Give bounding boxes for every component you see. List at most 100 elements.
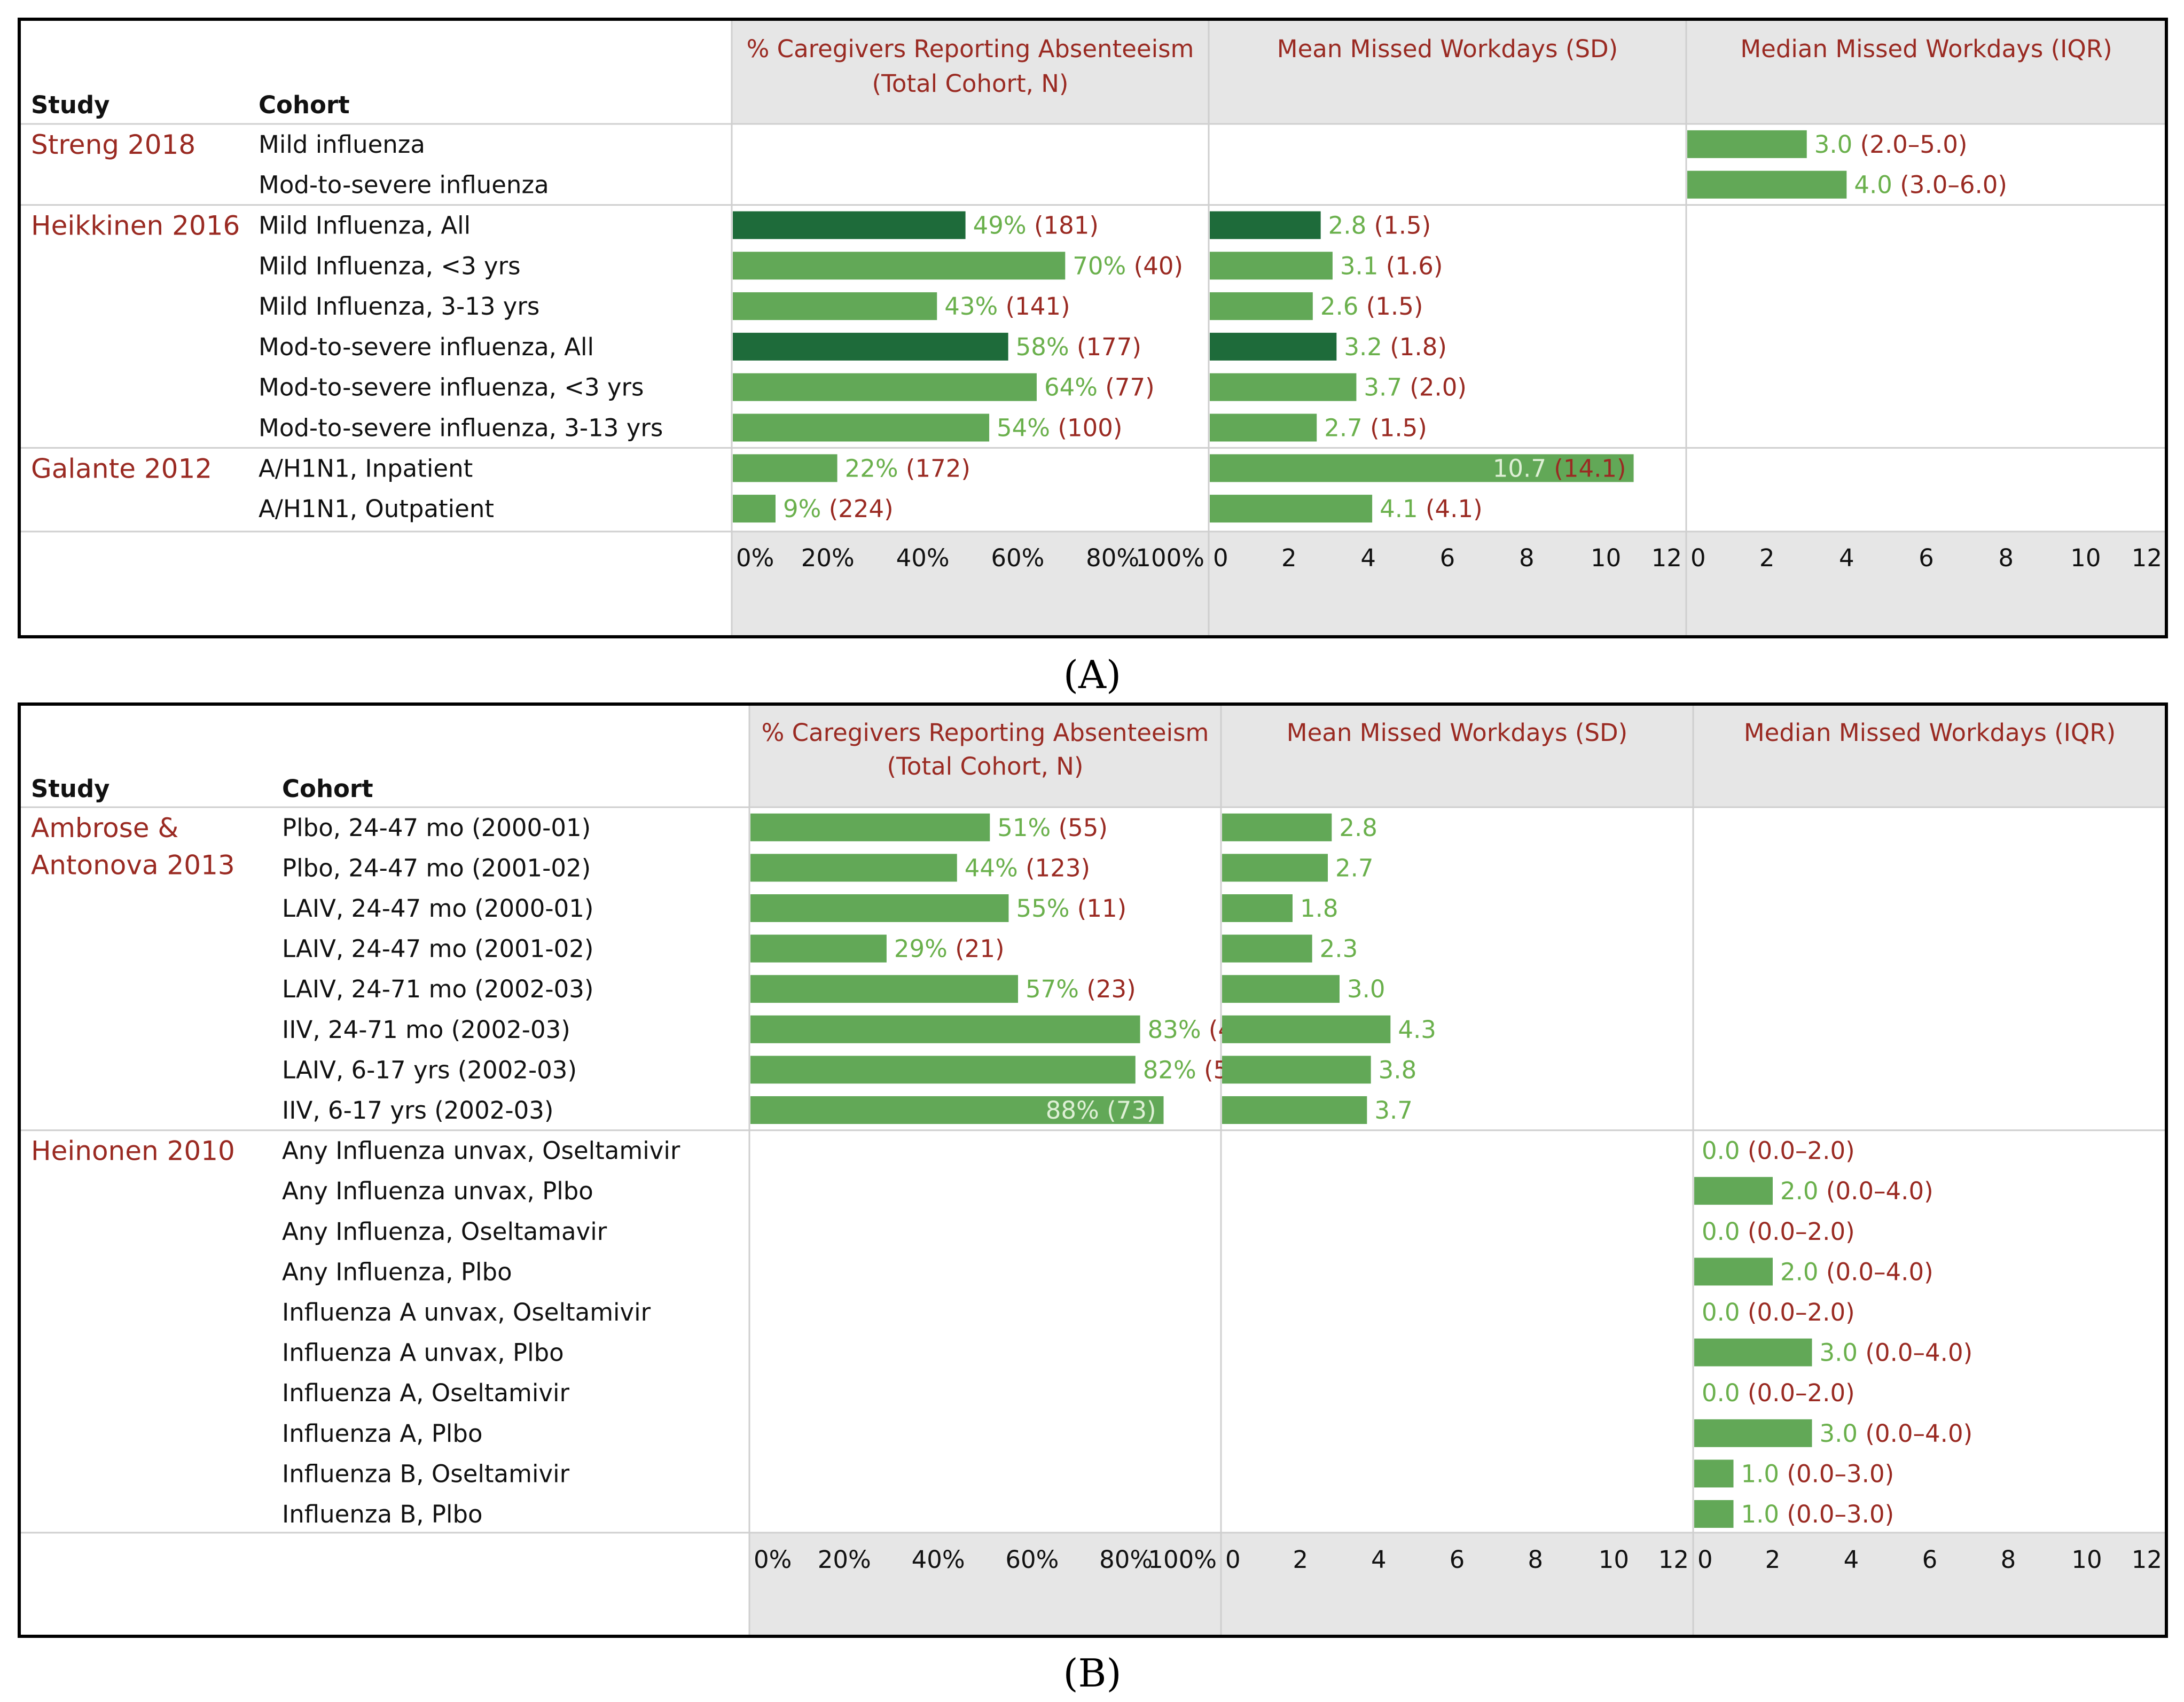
study-name: Streng 2018 bbox=[31, 129, 195, 160]
header-band bbox=[732, 19, 2166, 124]
data-label: 64% (77) bbox=[1044, 373, 1155, 402]
bar bbox=[750, 1096, 1164, 1124]
data-label: 3.0 (0.0–4.0) bbox=[1820, 1419, 1973, 1448]
data-label: 2.6 (1.5) bbox=[1320, 292, 1423, 321]
data-label: 2.8 bbox=[1339, 814, 1377, 842]
cohort-label: Mild Influenza, <3 yrs bbox=[259, 252, 521, 280]
data-value: 0.0 bbox=[1702, 1217, 1740, 1246]
data-label: 0.0 (0.0–2.0) bbox=[1702, 1298, 1855, 1326]
bar bbox=[1222, 1056, 1371, 1084]
tick-label: 0% bbox=[754, 1545, 792, 1574]
tick-label: 6 bbox=[1922, 1545, 1938, 1574]
data-value: 83% bbox=[1148, 1016, 1201, 1044]
data-extra: (0.0–4.0) bbox=[1819, 1177, 1933, 1205]
tick-label: 6 bbox=[1919, 544, 1934, 572]
bar bbox=[1210, 373, 1357, 401]
data-label: 4.1 (4.1) bbox=[1380, 495, 1483, 523]
cohort-label: Influenza B, Oseltamivir bbox=[282, 1459, 570, 1488]
cohort-label: IIV, 6-17 yrs (2002-03) bbox=[282, 1096, 553, 1125]
data-value: 3.1 bbox=[1340, 252, 1379, 280]
column-title: Mean Missed Workdays (SD) bbox=[1287, 719, 1627, 747]
cohort-label: Mod-to-severe influenza, All bbox=[259, 333, 594, 361]
study-name: Heinonen 2010 bbox=[31, 1136, 235, 1167]
data-value: 3.7 bbox=[1374, 1096, 1413, 1125]
data-extra: (172) bbox=[898, 454, 970, 482]
data-extra: (0.0–4.0) bbox=[1858, 1419, 1972, 1448]
axis-band bbox=[749, 1533, 2166, 1636]
cohort-label: Mild Influenza, All bbox=[259, 212, 471, 240]
bar bbox=[1222, 1015, 1391, 1043]
data-extra: (21) bbox=[948, 935, 1005, 963]
cohort-label: Any Influenza, Oseltamavir bbox=[282, 1217, 607, 1246]
column-title: Median Missed Workdays (IQR) bbox=[1744, 719, 2116, 747]
axis-band bbox=[732, 532, 2166, 637]
tick-label: 0% bbox=[736, 544, 774, 572]
tick-label: 0 bbox=[1697, 1545, 1713, 1574]
bar bbox=[733, 373, 1037, 401]
cohort-label: A/H1N1, Outpatient bbox=[259, 495, 494, 523]
bar bbox=[1694, 1338, 1812, 1367]
data-label: 51% (55) bbox=[997, 814, 1108, 842]
data-extra: (73) bbox=[1099, 1096, 1156, 1125]
panel-a: Study Cohort % Caregivers Reporting Absent… bbox=[18, 18, 2168, 697]
data-value: 58% bbox=[1016, 333, 1069, 361]
data-extra: (23) bbox=[1079, 975, 1136, 1003]
tick-label: 10 bbox=[2071, 1545, 2102, 1574]
data-label: 3.0 (0.0–4.0) bbox=[1820, 1339, 1973, 1367]
tick-label: 40% bbox=[912, 1545, 965, 1574]
data-value: 1.8 bbox=[1300, 894, 1338, 923]
tick-label: 4 bbox=[1360, 544, 1376, 572]
cohort-label: LAIV, 6-17 yrs (2002-03) bbox=[282, 1056, 577, 1084]
tick-label: 12 bbox=[2132, 1545, 2162, 1574]
data-label: 1.0 (0.0–3.0) bbox=[1741, 1459, 1895, 1488]
bar bbox=[733, 454, 837, 482]
data-value: 3.0 bbox=[1820, 1339, 1858, 1367]
data-label: 2.7 (1.5) bbox=[1324, 414, 1427, 442]
bar bbox=[733, 292, 937, 321]
data-extra: (177) bbox=[1069, 333, 1141, 361]
data-extra: (1.5) bbox=[1363, 414, 1427, 442]
data-value: 49% bbox=[973, 212, 1027, 240]
data-label: 2.8 (1.5) bbox=[1328, 212, 1431, 240]
cohort-label: Mod-to-severe influenza bbox=[259, 171, 549, 199]
data-value: 2.8 bbox=[1328, 212, 1367, 240]
data-extra: (0.0–2.0) bbox=[1740, 1137, 1855, 1165]
cohort-label: Mild influenza bbox=[259, 130, 425, 159]
data-extra: (123) bbox=[1018, 854, 1090, 882]
data-extra: (0.0–3.0) bbox=[1779, 1500, 1894, 1528]
data-extra: (11) bbox=[1069, 894, 1126, 923]
data-value: 3.7 bbox=[1364, 373, 1402, 402]
tick-label: 60% bbox=[1005, 1545, 1059, 1574]
bar bbox=[750, 975, 1019, 1003]
column-title: % Caregivers Reporting Absenteeism bbox=[762, 719, 1209, 747]
data-value: 2.8 bbox=[1339, 814, 1377, 842]
data-value: 82% bbox=[1143, 1056, 1196, 1084]
tick-label: 100% bbox=[1136, 544, 1204, 572]
bar bbox=[750, 813, 990, 841]
bar bbox=[750, 1015, 1140, 1043]
data-value: 1.0 bbox=[1741, 1459, 1780, 1488]
data-label: 49% (181) bbox=[973, 212, 1099, 240]
cohort-label: IIV, 24-71 mo (2002-03) bbox=[282, 1016, 570, 1044]
data-value: 55% bbox=[1016, 894, 1069, 923]
panel-frame bbox=[18, 702, 2168, 1638]
study-name: Galante 2012 bbox=[31, 453, 212, 484]
bar bbox=[1694, 1500, 1734, 1528]
study-name: Heikkinen 2016 bbox=[31, 210, 240, 241]
data-label: 29% (21) bbox=[894, 935, 1005, 963]
cohort-label: Plbo, 24-47 mo (2001-02) bbox=[282, 854, 591, 882]
tick-label: 10 bbox=[2070, 544, 2101, 572]
data-label: 2.0 (0.0–4.0) bbox=[1780, 1177, 1933, 1205]
data-extra: (14.1) bbox=[1546, 454, 1626, 482]
data-extra: (224) bbox=[821, 495, 893, 523]
bar bbox=[1210, 252, 1333, 280]
tick-label: 10 bbox=[1591, 544, 1621, 572]
bar bbox=[1222, 894, 1293, 922]
bar bbox=[1694, 1177, 1773, 1205]
data-label: 3.8 bbox=[1379, 1056, 1417, 1084]
data-extra: (3.0–6.0) bbox=[1892, 171, 2007, 199]
data-extra: (141) bbox=[998, 292, 1070, 321]
tick-label: 80% bbox=[1086, 544, 1139, 572]
panel-label: (A) bbox=[1063, 652, 1121, 697]
cohort-label: Influenza A unvax, Oseltamivir bbox=[282, 1298, 651, 1326]
